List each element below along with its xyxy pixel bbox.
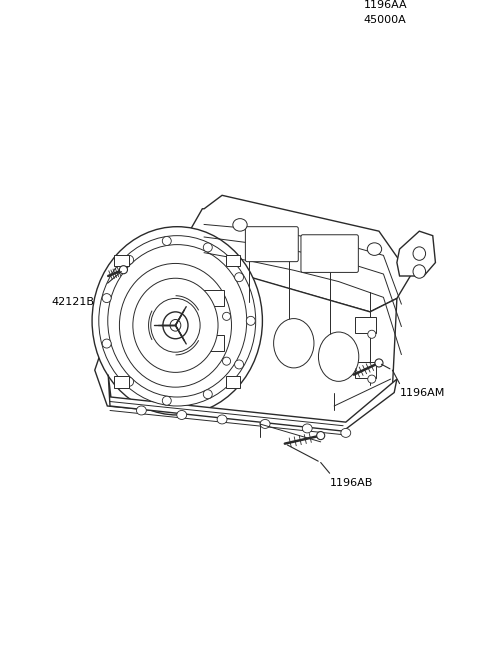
Ellipse shape <box>133 278 218 373</box>
FancyBboxPatch shape <box>355 317 376 333</box>
Ellipse shape <box>274 318 314 368</box>
Ellipse shape <box>341 428 351 438</box>
Ellipse shape <box>302 424 312 433</box>
Ellipse shape <box>235 272 243 282</box>
FancyBboxPatch shape <box>301 234 359 272</box>
Ellipse shape <box>204 390 212 399</box>
Ellipse shape <box>120 263 231 387</box>
Polygon shape <box>182 195 410 312</box>
Ellipse shape <box>235 360 243 369</box>
Ellipse shape <box>223 357 230 365</box>
Ellipse shape <box>99 236 256 406</box>
FancyBboxPatch shape <box>245 227 298 261</box>
FancyBboxPatch shape <box>114 377 129 388</box>
FancyBboxPatch shape <box>226 255 240 266</box>
FancyBboxPatch shape <box>203 335 224 351</box>
Ellipse shape <box>233 219 247 231</box>
Ellipse shape <box>260 419 270 428</box>
Ellipse shape <box>368 330 376 339</box>
Ellipse shape <box>162 236 171 246</box>
FancyBboxPatch shape <box>226 377 240 388</box>
Text: 1196AA: 1196AA <box>364 0 408 10</box>
Ellipse shape <box>368 375 376 383</box>
Ellipse shape <box>170 320 181 331</box>
Text: 45000A: 45000A <box>364 15 407 25</box>
FancyBboxPatch shape <box>203 290 224 307</box>
Ellipse shape <box>162 396 171 405</box>
Ellipse shape <box>102 339 111 348</box>
Ellipse shape <box>177 411 187 419</box>
Ellipse shape <box>92 227 263 415</box>
Ellipse shape <box>136 406 146 415</box>
Text: 42121B: 42121B <box>52 297 95 307</box>
Ellipse shape <box>163 312 188 339</box>
Ellipse shape <box>102 293 111 303</box>
Ellipse shape <box>367 243 382 255</box>
Ellipse shape <box>151 299 200 352</box>
Ellipse shape <box>312 45 320 53</box>
Ellipse shape <box>246 316 255 326</box>
Text: 1196AB: 1196AB <box>330 477 373 488</box>
Polygon shape <box>108 375 397 431</box>
Ellipse shape <box>120 266 128 274</box>
Ellipse shape <box>318 332 359 381</box>
Ellipse shape <box>125 255 133 265</box>
Ellipse shape <box>413 265 426 278</box>
Ellipse shape <box>125 377 133 386</box>
Text: 1196AM: 1196AM <box>399 388 445 398</box>
Ellipse shape <box>317 432 325 440</box>
FancyBboxPatch shape <box>355 362 376 378</box>
Ellipse shape <box>108 244 247 397</box>
Ellipse shape <box>223 312 230 320</box>
Polygon shape <box>397 231 435 276</box>
Ellipse shape <box>217 415 227 424</box>
Ellipse shape <box>413 247 426 260</box>
FancyBboxPatch shape <box>114 255 129 266</box>
Ellipse shape <box>204 243 212 252</box>
Polygon shape <box>95 258 397 428</box>
Ellipse shape <box>375 359 383 367</box>
